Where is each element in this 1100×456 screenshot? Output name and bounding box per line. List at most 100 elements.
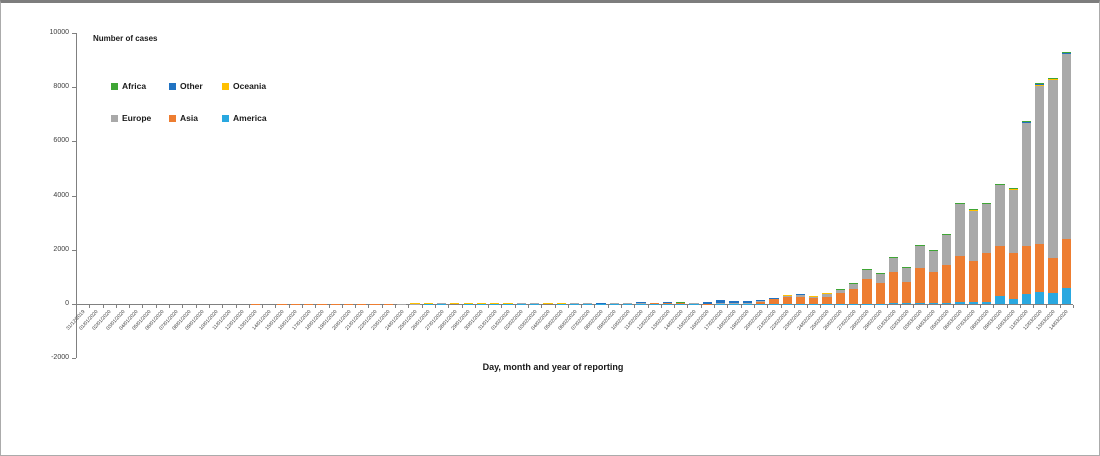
bar-segment-asia: [795, 296, 806, 304]
bar-segment-asia: [649, 302, 659, 304]
x-axis-tick: [860, 305, 862, 308]
bar-segment-asia: [676, 302, 686, 304]
x-axis-tick: [607, 305, 609, 308]
bar-segment-asia: [769, 298, 779, 304]
bar-segment-asia: [729, 303, 739, 304]
x-axis-tick: [381, 305, 383, 308]
x-axis-tick: [142, 305, 144, 308]
bar-segment-africa: [1021, 121, 1032, 122]
bar-segment-other: [636, 301, 646, 303]
y-axis-tick-label: 6000: [53, 137, 69, 145]
bar-segment-africa: [1061, 51, 1071, 53]
x-axis-tick: [448, 305, 450, 308]
bar-segment-asia: [995, 246, 1005, 296]
x-axis-tick: [886, 305, 888, 308]
bar-segment-europe: [1061, 54, 1071, 240]
bar-segment-europe: [875, 273, 885, 284]
x-axis-tick: [767, 305, 769, 308]
bar-segment-other: [702, 301, 713, 304]
bar-segment-asia: [623, 302, 633, 304]
bar-segment-asia: [902, 281, 912, 304]
bar-segment-asia: [968, 260, 978, 302]
bar-segment-oceania: [1021, 121, 1032, 123]
x-axis-tick: [594, 305, 596, 308]
bar-segment-europe: [809, 295, 819, 299]
x-axis-tick: [1059, 305, 1061, 308]
bar-segment-europe: [915, 245, 925, 268]
bar-segment-america: [955, 302, 965, 304]
bar-segment-asia: [862, 279, 872, 304]
bar-segment-europe: [928, 249, 939, 272]
legend-item-other: Other: [169, 81, 203, 91]
x-axis-tick: [913, 305, 915, 308]
x-axis-line: [76, 304, 1073, 305]
bar-segment-asia: [490, 302, 500, 304]
bar-segment-europe: [849, 283, 859, 290]
bar-segment-asia: [609, 303, 619, 304]
x-axis-tick: [501, 305, 503, 308]
y-axis-tick: [72, 358, 76, 360]
x-axis-tick: [488, 305, 490, 308]
bar-segment-europe: [1008, 189, 1018, 253]
bar-segment-europe: [782, 295, 792, 297]
bar-segment-oceania: [1008, 188, 1018, 190]
x-axis-tick: [820, 305, 822, 308]
y-axis-title: Number of cases: [93, 34, 158, 43]
legend-item-america: America: [222, 113, 267, 123]
y-axis-tick-label: 2000: [53, 245, 69, 253]
x-axis-tick: [355, 305, 357, 308]
x-axis-tick: [541, 305, 543, 308]
x-axis-tick: [833, 305, 835, 308]
bar-segment-asia: [822, 297, 832, 304]
x-axis-tick: [102, 305, 104, 308]
bar-segment-america: [915, 303, 925, 304]
bar-segment-asia: [636, 303, 646, 304]
bar-segment-asia: [543, 303, 553, 304]
x-axis-tick: [979, 305, 981, 308]
bar-segment-europe: [1035, 85, 1045, 245]
bar-segment-america: [1048, 292, 1058, 304]
bar-segment-asia: [716, 302, 726, 304]
bar-segment-asia: [596, 302, 606, 304]
bar-segment-america: [902, 303, 912, 304]
bar-segment-asia: [689, 302, 699, 304]
x-axis-tick: [660, 305, 662, 308]
x-axis-tick: [793, 305, 795, 308]
bar-segment-america: [968, 301, 978, 304]
x-axis-tick: [461, 305, 463, 308]
bar-segment-america: [1061, 287, 1071, 304]
y-axis-tick: [72, 195, 76, 197]
bar-segment-asia: [556, 302, 566, 304]
bar-segment-america: [1035, 291, 1045, 304]
x-axis-tick: [222, 305, 224, 308]
legend-item-africa: Africa: [111, 81, 146, 91]
bar-segment-europe: [942, 234, 952, 265]
x-axis-tick: [873, 305, 875, 308]
y-axis-tick-label: 8000: [53, 83, 69, 91]
x-axis-tick: [328, 305, 330, 308]
legend-swatch-africa: [111, 82, 118, 90]
bar-segment-asia: [888, 272, 899, 304]
x-axis-tick: [1033, 305, 1035, 308]
x-axis-tick: [195, 305, 197, 308]
bar-segment-europe: [822, 293, 832, 297]
x-axis-tick: [235, 305, 237, 308]
bar-segment-america: [995, 295, 1005, 304]
bar-segment-oceania: [1048, 78, 1058, 81]
legend-label: Europe: [122, 113, 152, 123]
x-axis-tick: [514, 305, 516, 308]
bar-segment-asia: [782, 296, 792, 304]
bar-segment-europe: [995, 184, 1005, 247]
bar-segment-europe: [888, 257, 899, 273]
y-axis-tick-label: -2000: [51, 354, 69, 362]
x-axis-tick: [966, 305, 968, 308]
bar-segment-other: [755, 299, 766, 301]
x-axis-tick: [700, 305, 702, 308]
bar-segment-asia: [1061, 239, 1071, 288]
x-axis-tick: [275, 305, 277, 308]
legend-swatch-oceania: [222, 82, 229, 90]
x-axis-tick: [1046, 305, 1048, 308]
bar-segment-europe: [968, 209, 978, 261]
x-axis-tick: [634, 305, 636, 308]
bar-segment-america: [1008, 298, 1018, 304]
